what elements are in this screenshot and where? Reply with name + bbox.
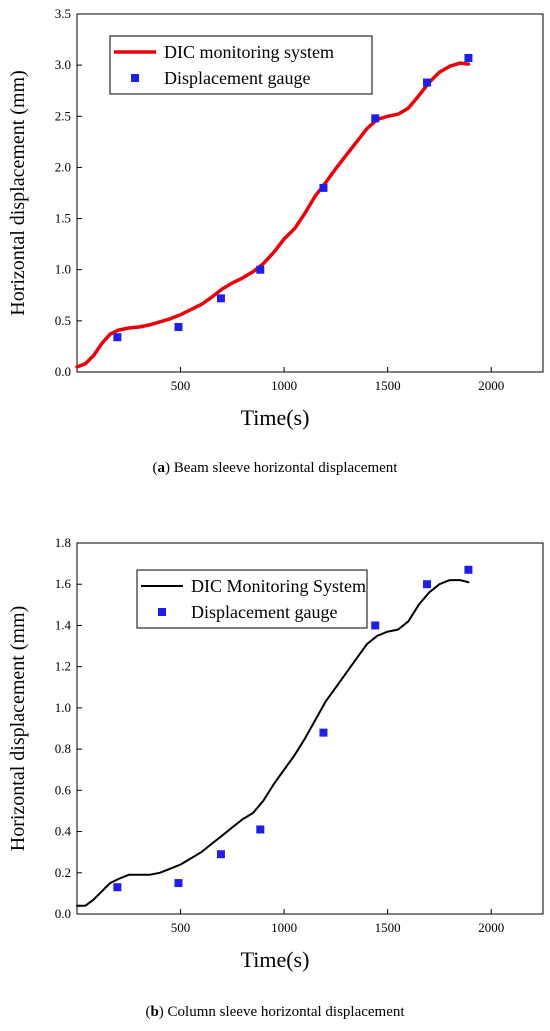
x-axis-label: Time(s)	[241, 405, 310, 430]
plot-frame	[76, 542, 544, 915]
data-point	[464, 53, 473, 62]
legend-label: DIC monitoring system	[164, 42, 334, 62]
y-tick-label: 1.2	[55, 659, 71, 674]
x-tick-label: 2000	[478, 920, 504, 935]
plot-frame	[76, 13, 544, 373]
legend-label: Displacement gauge	[164, 68, 310, 88]
y-tick-label: 0.0	[55, 906, 71, 921]
y-tick-label: 1.6	[55, 576, 72, 591]
x-tick-label: 500	[171, 378, 191, 393]
y-tick-label: 1.8	[55, 535, 71, 550]
data-point	[174, 322, 183, 331]
data-point	[216, 294, 225, 303]
x-tick-label: 1000	[271, 378, 297, 393]
data-point	[113, 883, 122, 892]
x-tick-label: 1500	[375, 920, 401, 935]
y-tick-label: 0.8	[55, 741, 71, 756]
y-tick-label: 0.6	[55, 782, 72, 797]
y-tick-label: 3.0	[55, 57, 71, 72]
legend-label: Displacement gauge	[191, 602, 337, 622]
data-point	[256, 265, 265, 274]
x-axis-label: Time(s)	[241, 947, 310, 972]
y-axis-label: Horizontal displacement (mm)	[7, 606, 29, 851]
data-point	[423, 78, 432, 87]
caption-letter: b	[150, 1004, 158, 1020]
caption-text: Column sleeve horizontal displacement	[164, 1004, 406, 1020]
data-point	[423, 580, 432, 589]
y-tick-label: 0.2	[55, 865, 71, 880]
x-tick-label: 1000	[271, 920, 297, 935]
data-point	[319, 183, 328, 192]
y-tick-label: 1.5	[55, 211, 71, 226]
legend-label: DIC Monitoring System	[191, 576, 366, 596]
x-tick-label: 500	[171, 920, 191, 935]
legend-marker-swatch	[131, 74, 139, 82]
figure-caption: (a) Beam sleeve horizontal displacement	[153, 460, 399, 476]
y-tick-label: 1.0	[55, 700, 71, 715]
x-tick-label: 1500	[375, 378, 401, 393]
legend-box	[109, 35, 373, 95]
data-point	[371, 114, 380, 123]
legend-marker-swatch	[158, 608, 166, 616]
data-point	[464, 565, 473, 574]
chart-panel-a: 0.0 0.5 1.0 1.5 2.0 2.5 3.0 3.5 500 1000 1500 2000 T…	[7, 6, 544, 476]
x-tick-label: 2000	[478, 378, 504, 393]
series-line	[75, 61, 471, 369]
data-point	[319, 728, 328, 737]
y-tick-label: 3.5	[55, 6, 71, 21]
y-tick-label: 1.4	[55, 617, 72, 632]
data-point	[174, 879, 183, 888]
figure-caption: (b) Column sleeve horizontal displacemen…	[145, 1004, 405, 1020]
data-point	[371, 621, 380, 630]
y-tick-label: 2.5	[55, 108, 71, 123]
y-tick-label: 2.0	[55, 159, 71, 174]
y-tick-label: 0.0	[55, 364, 71, 379]
data-point	[256, 825, 265, 834]
y-tick-label: 0.5	[55, 313, 71, 328]
y-tick-label: 0.4	[55, 824, 72, 839]
chart-panel-b: 0.0 0.2 0.4 0.6 0.8 1.0 1.2 1.4 1.6 1.8 500 1000 150…	[7, 535, 544, 1020]
caption-text: Beam sleeve horizontal displacement	[170, 460, 398, 476]
series-line	[76, 579, 470, 907]
y-tick-label: 1.0	[55, 262, 71, 277]
y-axis-label: Horizontal displacement (mm)	[7, 70, 29, 315]
data-point	[216, 850, 225, 859]
caption-letter: a	[158, 460, 166, 476]
legend-box	[136, 569, 368, 629]
data-point	[113, 333, 122, 342]
